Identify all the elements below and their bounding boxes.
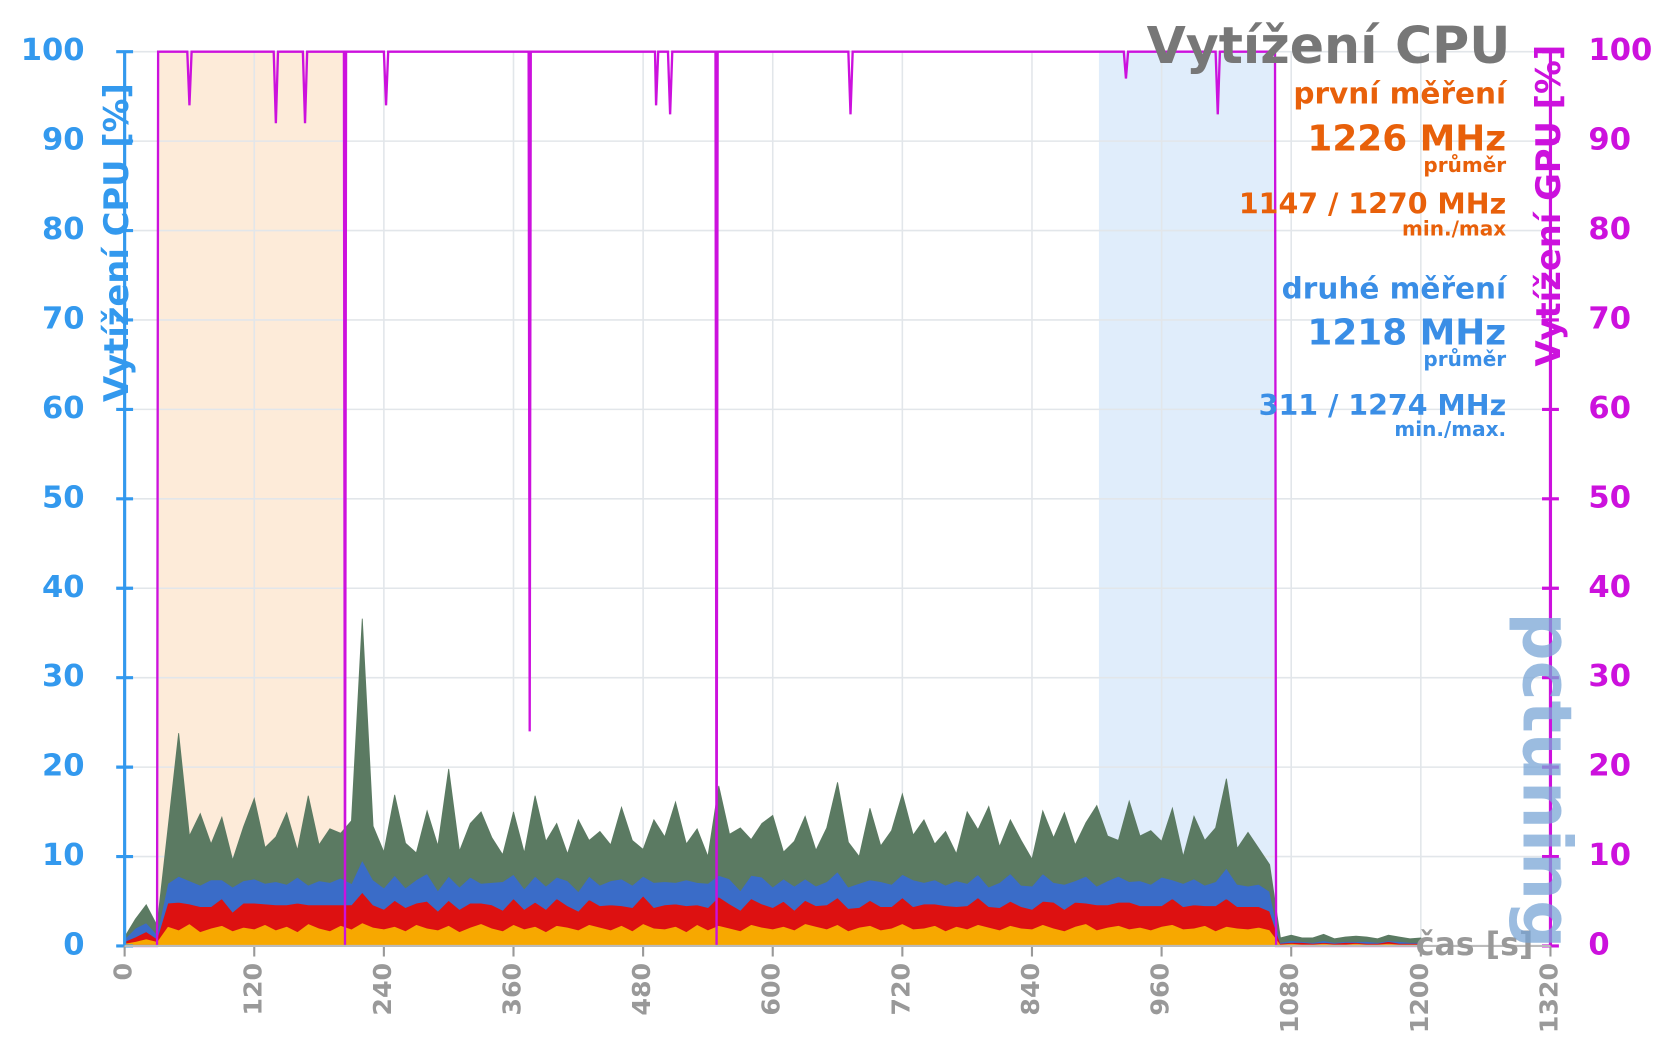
- y-tick-label: 100: [21, 33, 85, 68]
- y-tick-label: 0: [63, 927, 84, 962]
- annotation: průměr: [1423, 347, 1506, 371]
- watermark: pctuning: [1507, 612, 1586, 948]
- annotation: min./max.: [1394, 417, 1506, 441]
- x-tick-label: 840: [1016, 963, 1045, 1016]
- y-tick-label: 30: [42, 659, 85, 694]
- y2-tick-label: 100: [1588, 33, 1652, 68]
- annotation: 1147 / 1270 MHz: [1239, 188, 1506, 221]
- x-tick-label: 0: [109, 963, 138, 981]
- annotation: 1226 MHz: [1307, 118, 1506, 159]
- annotation: druhé měření: [1282, 272, 1508, 306]
- y-tick-label: 90: [42, 123, 85, 158]
- y-tick-label: 80: [42, 212, 85, 247]
- y-tick-label: 20: [42, 749, 85, 784]
- annotation: první měření: [1293, 76, 1508, 110]
- y-tick-label: 10: [42, 838, 85, 873]
- y2-tick-label: 0: [1588, 927, 1609, 962]
- y2-tick-label: 20: [1588, 749, 1631, 784]
- annotation: průměr: [1423, 153, 1506, 177]
- annotation: 1218 MHz: [1307, 312, 1506, 353]
- x-tick-label: 480: [627, 963, 656, 1016]
- x-tick-label: 360: [497, 963, 526, 1016]
- annotation: min./max: [1402, 216, 1506, 240]
- y-tick-label: 60: [42, 391, 85, 426]
- x-tick-label: 240: [368, 963, 397, 1016]
- x-tick-label: 1080: [1275, 963, 1304, 1033]
- x-tick-label: 120: [238, 963, 267, 1016]
- x-tick-label: 960: [1146, 963, 1175, 1016]
- y2-tick-label: 40: [1588, 570, 1631, 605]
- y2-tick-label: 90: [1588, 123, 1631, 158]
- y-tick-label: 40: [42, 570, 85, 605]
- y2-axis-title: Vytížení GPU [%]: [1529, 45, 1568, 367]
- y2-tick-label: 70: [1588, 301, 1631, 336]
- x-tick-label: 1200: [1405, 963, 1434, 1033]
- y-tick-label: 70: [42, 301, 85, 336]
- x-axis-title: čas [s]: [1416, 927, 1534, 963]
- gpu-line: [124, 50, 1421, 948]
- y-tick-label: 50: [42, 480, 85, 515]
- x-tick-label: 600: [757, 963, 786, 1016]
- y2-tick-label: 80: [1588, 212, 1631, 247]
- annotation: 311 / 1274 MHz: [1259, 389, 1507, 422]
- cpu-area: [124, 618, 1422, 943]
- y2-tick-label: 50: [1588, 480, 1631, 515]
- x-tick-label: 720: [886, 963, 915, 1016]
- x-tick-label: 1320: [1534, 963, 1563, 1033]
- y-axis-title: Vytížení CPU [%]: [97, 83, 136, 402]
- y2-tick-label: 30: [1588, 659, 1631, 694]
- y2-tick-label: 10: [1588, 838, 1631, 873]
- chart-title: Vytížení CPU: [1147, 16, 1511, 75]
- y2-tick-label: 60: [1588, 391, 1631, 426]
